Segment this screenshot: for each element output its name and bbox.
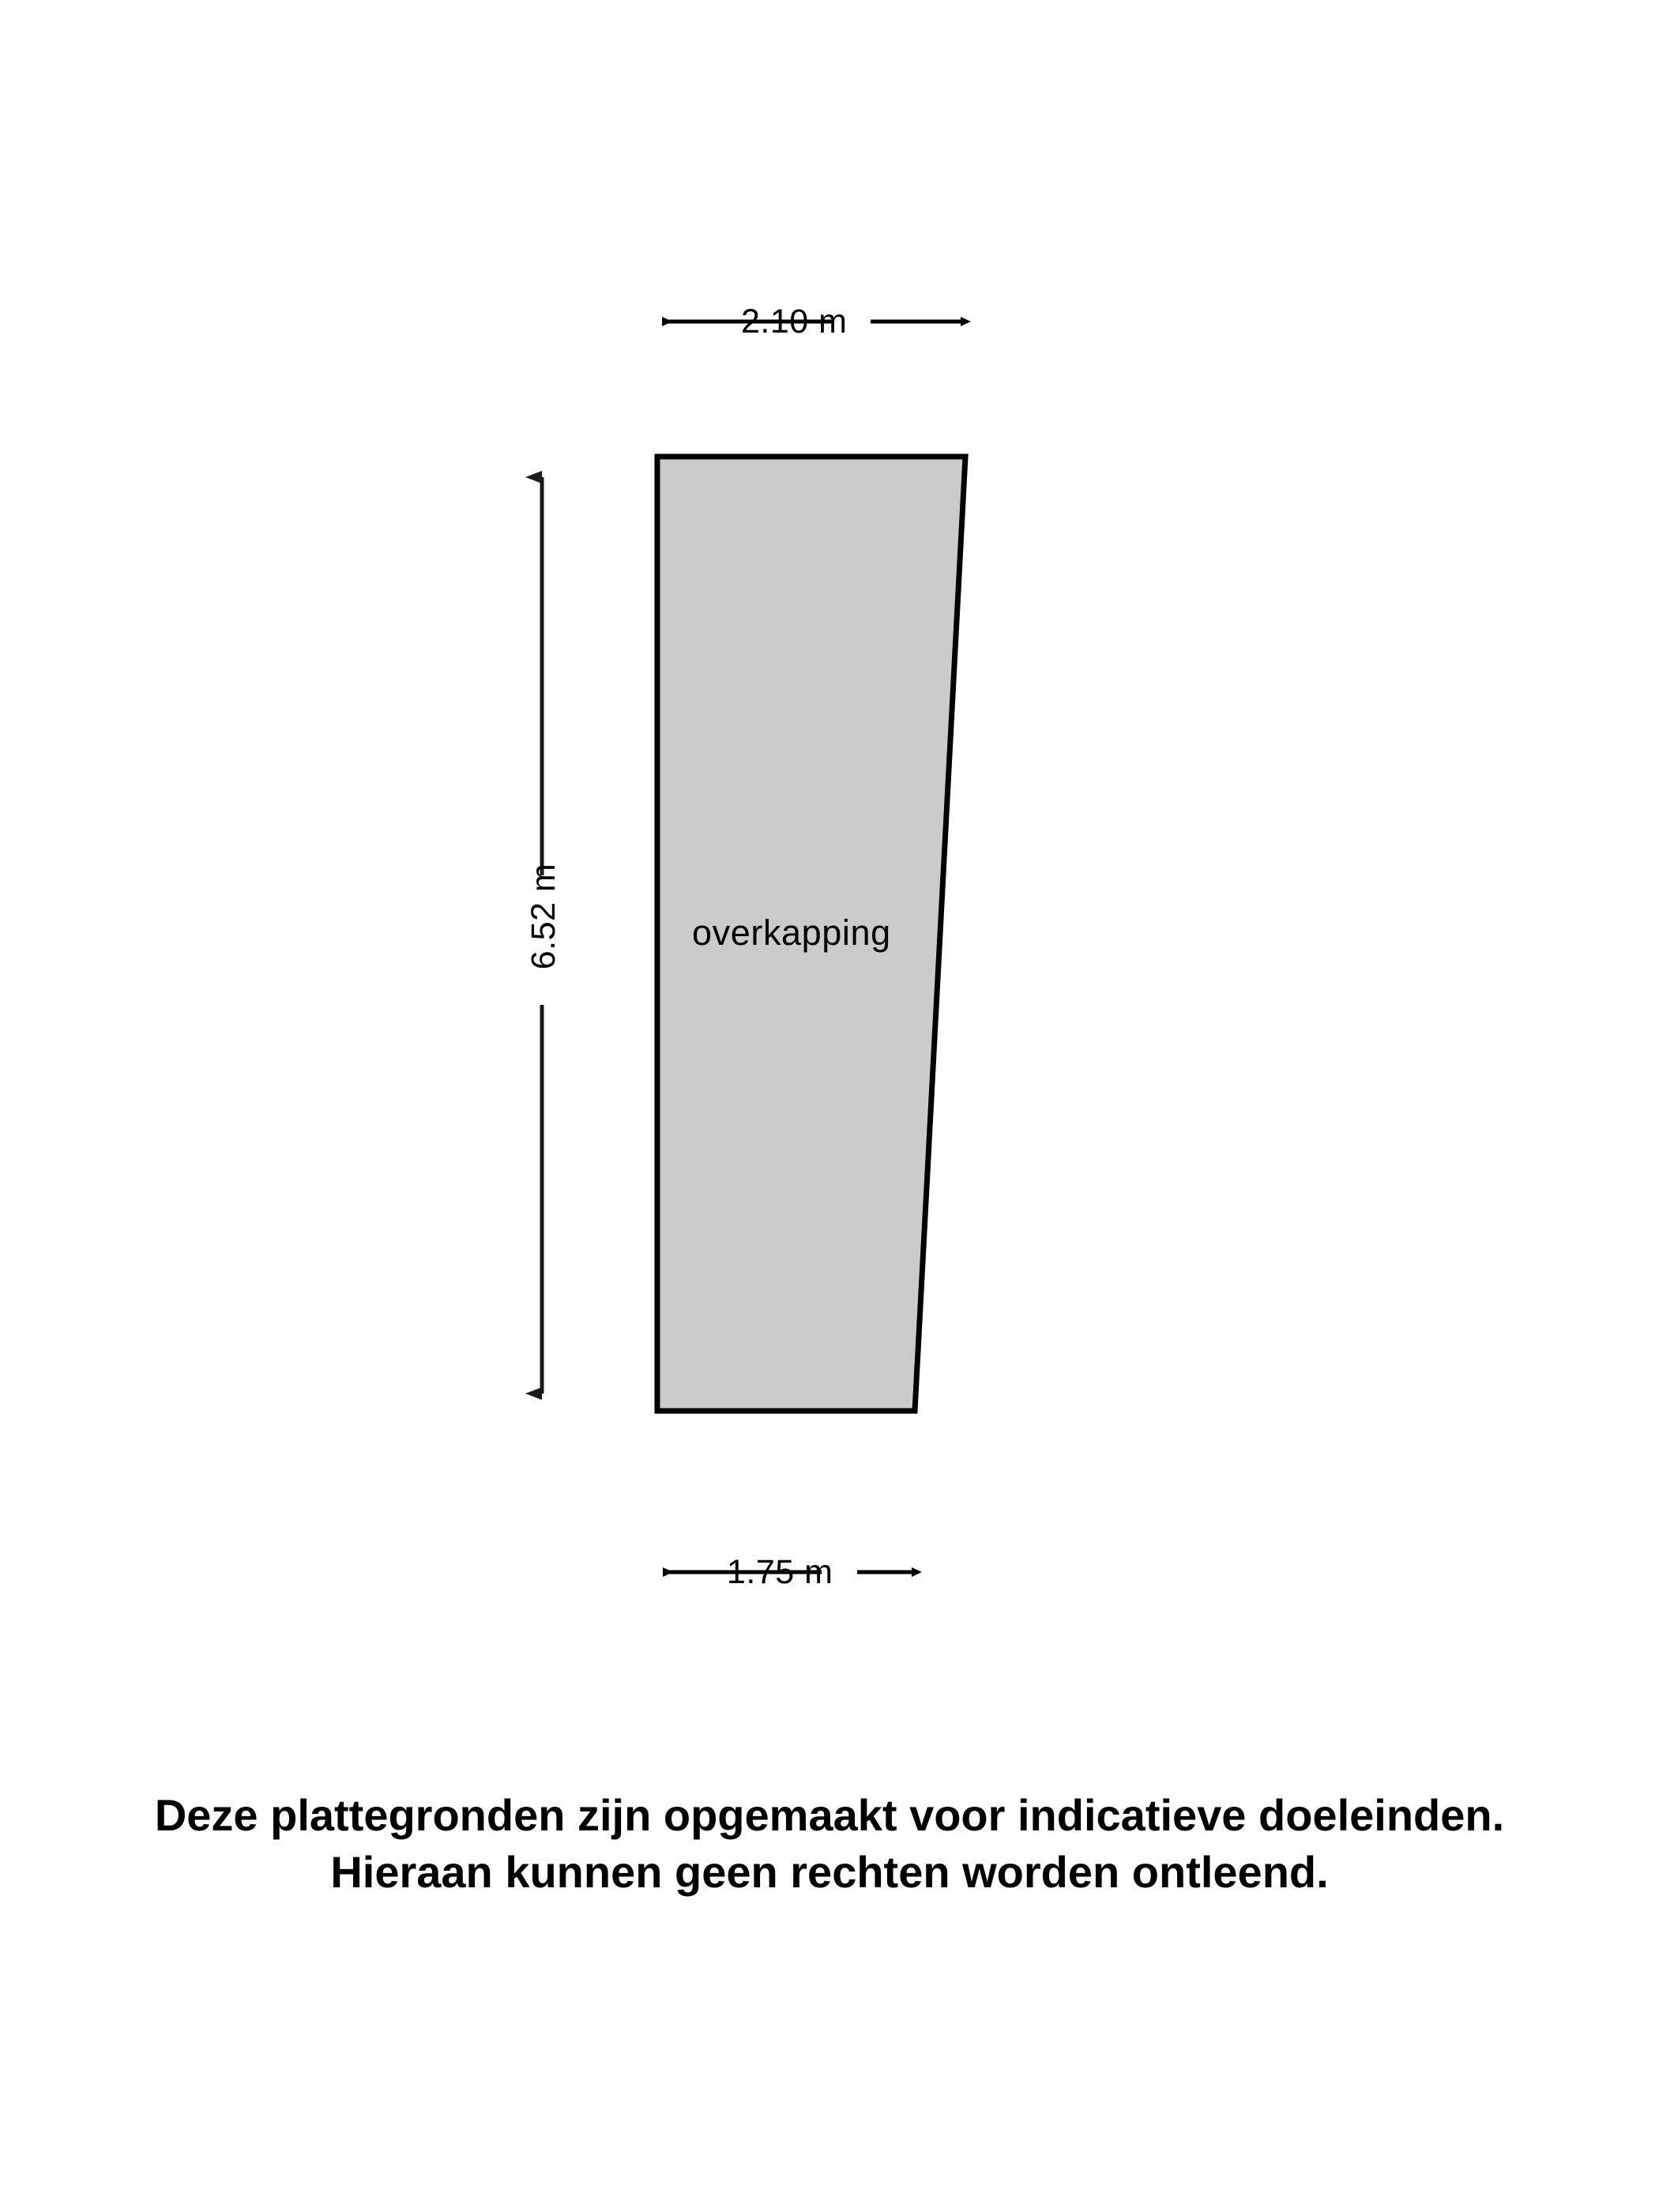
disclaimer-footer: Deze plattegronden zijn opgemaakt voor i… — [0, 1787, 1659, 1900]
floorplan-svg — [525, 317, 971, 1577]
dimension-label-left-height: 6.52 m — [525, 863, 562, 970]
room-label-overkapping: overkapping — [692, 912, 891, 953]
dimension-label-bottom-width: 1.75 m — [727, 1553, 833, 1591]
room-shape-overkapping — [654, 453, 969, 1414]
dimension-label-top-width: 2.10 m — [741, 303, 848, 340]
floorplan-drawing-area: 2.10 m 6.52 m 1.75 m overkapping — [525, 303, 971, 1591]
disclaimer-line-2: Hieraan kunnen geen rechten worden ontle… — [330, 1846, 1329, 1897]
disclaimer-line-1: Deze plattegronden zijn opgemaakt voor i… — [154, 1790, 1505, 1840]
